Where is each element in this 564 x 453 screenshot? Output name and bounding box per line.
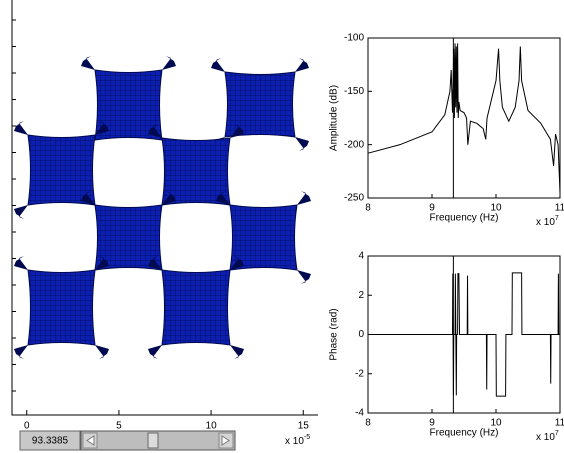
multiplier-base: x 10 [285, 436, 304, 447]
mesh-corner [81, 56, 95, 70]
slider-thumb[interactable] [148, 433, 158, 448]
mesh-panel [28, 270, 95, 345]
y-tick-label: 4 [358, 251, 364, 262]
multiplier-exponent: 7 [555, 215, 559, 222]
mesh-panel [162, 270, 230, 345]
mesh-corner [230, 345, 244, 359]
axis-multiplier: x 107 [536, 430, 559, 443]
mesh-corner [297, 191, 311, 205]
axis-multiplier: x 10-5 [285, 434, 310, 447]
x-axis-label: Frequency (Hz) [430, 213, 499, 224]
x-tick-label: 11 [555, 418, 564, 429]
slider[interactable] [81, 431, 235, 450]
mesh-corner [14, 121, 28, 135]
mesh-corner [14, 256, 28, 270]
x-axis-label: Frequency (Hz) [430, 428, 499, 439]
x-tick-label: 15 [298, 421, 310, 432]
y-tick-label: -150 [344, 86, 364, 97]
x-tick-label: 10 [206, 421, 218, 432]
y-tick-label: 2 [358, 290, 364, 301]
multiplier-base: x 10 [536, 217, 555, 228]
page: {"chart_data": [ {"type": "mesh", "xlim"… [0, 0, 564, 453]
y-tick-label: -200 [344, 139, 364, 150]
mesh-corner [295, 58, 309, 72]
multiplier-base: x 10 [536, 432, 555, 443]
x-tick-label: 11 [555, 203, 564, 214]
mesh-corner [14, 205, 28, 219]
y-tick-label: -100 [344, 33, 364, 44]
y-tick-label: -250 [344, 193, 364, 204]
mesh [14, 56, 311, 359]
axis-multiplier: x 107 [536, 215, 559, 228]
mesh-corner [295, 137, 309, 151]
mesh-corner [162, 56, 176, 70]
mesh-corner [297, 270, 311, 284]
y-tick-label: -4 [355, 408, 364, 419]
slider-value: 93.3385 [32, 436, 69, 447]
plot-area [368, 38, 560, 198]
mesh-corner [148, 345, 162, 359]
y-axis-label: Phase (rad) [329, 308, 340, 360]
x-tick-label: 8 [365, 203, 371, 214]
mesh-panel [28, 135, 95, 205]
multiplier-exponent: 7 [555, 430, 559, 437]
screen: 93.3385 051015x 10-5-250-200-150-1008910… [0, 0, 564, 453]
mesh-corner [14, 345, 28, 359]
multiplier-exponent: -5 [304, 434, 310, 441]
mesh-corner [95, 345, 109, 359]
y-tick-label: 0 [358, 329, 364, 340]
x-tick-label: 5 [116, 421, 122, 432]
mesh-panel [225, 72, 295, 137]
mesh-corner [211, 58, 225, 72]
x-tick-label: 0 [24, 421, 30, 432]
x-tick-label: 8 [365, 418, 371, 429]
y-axis-label: Amplitude (dB) [329, 85, 340, 151]
y-tick-label: -2 [355, 368, 364, 379]
